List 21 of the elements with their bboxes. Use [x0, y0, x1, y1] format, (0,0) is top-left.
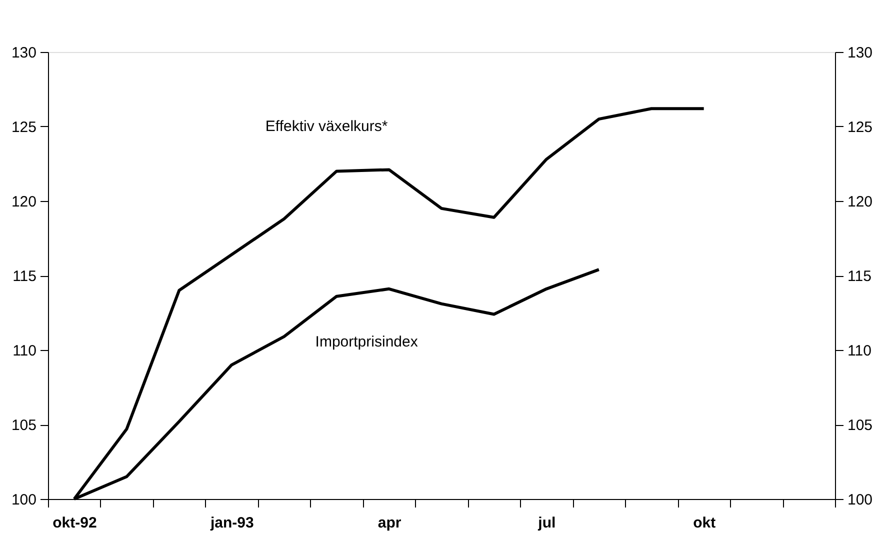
x-tick-label: apr — [378, 514, 402, 532]
y2-tick-label: 130 — [848, 44, 873, 62]
y2-tick-label: 110 — [848, 342, 872, 360]
y-tick-label: 105 — [11, 417, 36, 434]
y2-tick-label: 125 — [848, 119, 873, 136]
y2-tick-label: 105 — [848, 417, 873, 434]
y-tick-label: 130 — [11, 44, 36, 62]
x-tick-label: jan-93 — [209, 514, 254, 532]
series-label: Importprisindex — [315, 333, 418, 350]
y-tick-label: 125 — [11, 119, 36, 136]
x-tick-label: okt — [693, 514, 716, 532]
y-tick-label: 110 — [12, 342, 36, 360]
y2-tick-label: 115 — [848, 268, 872, 285]
x-tick-label: okt-92 — [52, 514, 97, 532]
y-tick-label: 120 — [11, 194, 36, 210]
y2-tick-label: 120 — [848, 194, 873, 210]
y-tick-label: 100 — [11, 492, 36, 508]
y2-tick-label: 100 — [848, 492, 873, 508]
x-tick-label: jul — [537, 514, 556, 532]
y-tick-label: 115 — [12, 268, 36, 285]
text: Effektiv växelkurs* — [265, 118, 388, 136]
